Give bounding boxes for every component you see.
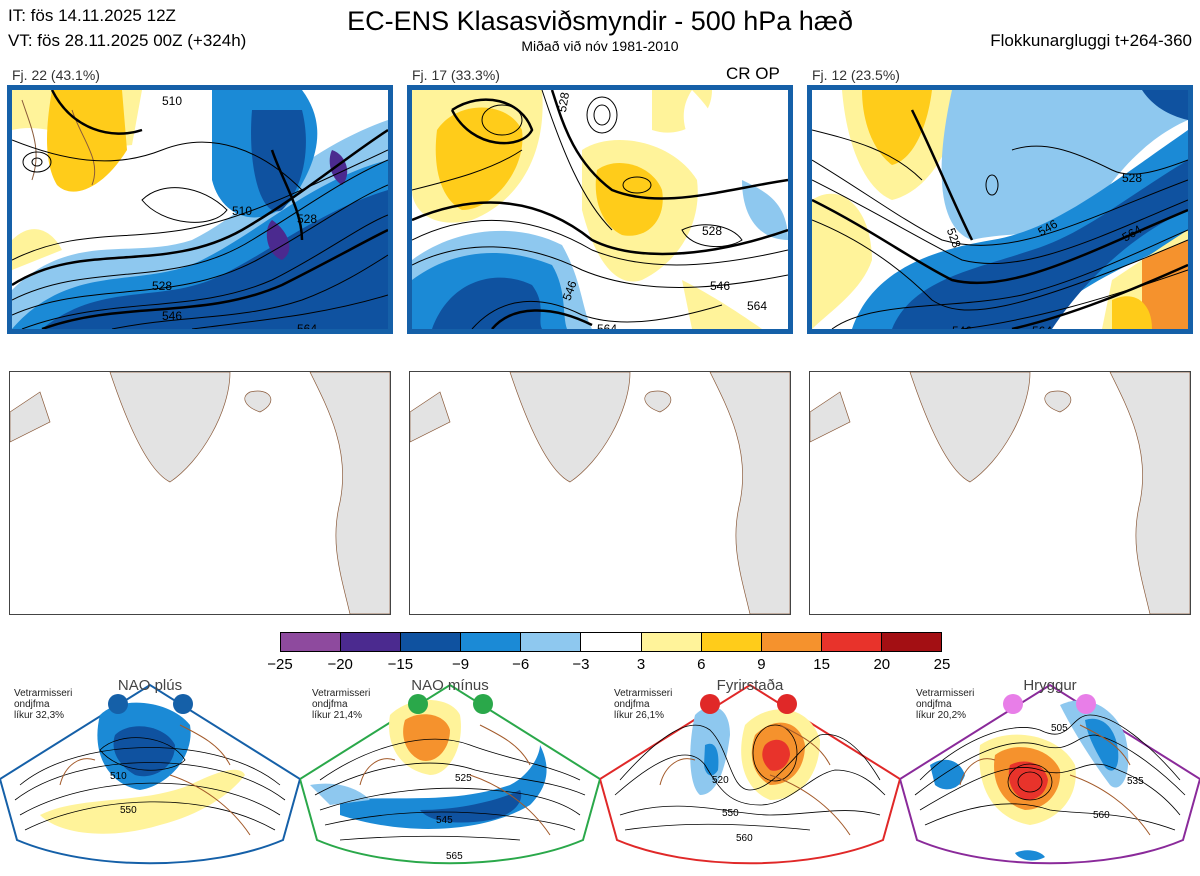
cluster-map-2: 528 546 564 546 528 564 xyxy=(407,85,793,334)
cr-op-label: CR OP xyxy=(726,64,780,83)
contour-label: 545 xyxy=(436,815,453,826)
cluster-1-label: Fj. 22 (43.1%) xyxy=(12,67,100,83)
contour-label: 505 xyxy=(1051,723,1068,734)
contour-label: 528 xyxy=(297,212,317,226)
regime-probability: Vetrarmisseri ondjfma líkur 20,2% xyxy=(916,688,975,721)
initial-time: IT: fös 14.11.2025 12Z xyxy=(8,6,176,25)
regime-nao-plus: 510 550 NAO plús Vetrarmisseri ondjfma lík… xyxy=(0,675,302,871)
colorbar-tick-label: 20 xyxy=(873,656,891,673)
cluster-window-label: Flokkunargluggi t+264-360 xyxy=(990,31,1192,50)
colorbar-tick-label: −20 xyxy=(327,656,353,673)
contour-label: 550 xyxy=(722,808,739,819)
empty-map-2 xyxy=(409,371,791,615)
colorbar-tick-label: 25 xyxy=(933,656,951,673)
colorbar-swatch xyxy=(341,633,402,651)
cluster-map-3: 528 546 564 528 546 564 xyxy=(807,85,1193,334)
colorbar-swatch xyxy=(281,633,342,651)
contour-label: 560 xyxy=(1093,810,1110,821)
colorbar-tick-label: 9 xyxy=(757,656,766,673)
valid-time: VT: fös 28.11.2025 00Z (+324h) xyxy=(8,31,247,50)
regime-nao-minus: 525 545 565 NAO mínus Vetrarmisseri ondjf… xyxy=(298,675,602,871)
contour-label: 510 xyxy=(162,94,182,108)
contour-label: 510 xyxy=(232,204,252,218)
empty-map-3 xyxy=(809,371,1191,615)
contour-label: 564 xyxy=(297,322,317,329)
contour-label: 546 xyxy=(162,309,182,323)
colorbar-swatch xyxy=(461,633,522,651)
contour-label: 564 xyxy=(597,322,617,329)
contour-label: 564 xyxy=(747,299,767,313)
contour-label: 528 xyxy=(702,224,722,238)
cluster-map-1: 510 528 546 564 510 528 xyxy=(7,85,393,334)
contour-label: 528 xyxy=(1122,171,1142,185)
contour-label: 565 xyxy=(446,851,463,862)
colorbar-swatch xyxy=(521,633,582,651)
colorbar-tick-label: 15 xyxy=(813,656,830,673)
page-title: EC-ENS Klasasviðsmyndir - 500 hPa hæð xyxy=(347,6,853,36)
regime-probability: Vetrarmisseri ondjfma líkur 21,4% xyxy=(312,688,371,721)
colorbar-swatch xyxy=(641,633,702,651)
colorbar-tick-label: 3 xyxy=(636,656,646,673)
contour-label: 510 xyxy=(110,771,127,782)
regime-fyrirstada: 520 550 560 Fyrirstaða Vetrarmisseri ondj… xyxy=(598,675,902,871)
contour-label: 520 xyxy=(712,775,729,786)
regime-title: NAO mínus xyxy=(411,677,489,694)
regime-title: NAO plús xyxy=(117,677,183,694)
colorbar-tick-label: −6 xyxy=(512,656,530,673)
colorbar-swatch xyxy=(881,633,942,651)
cluster-2-label: Fj. 17 (33.3%) xyxy=(412,67,500,83)
contour-label: 560 xyxy=(736,833,753,844)
regime-title: Hryggur xyxy=(1023,677,1077,694)
regime-hryggur: 505 535 560 Hryggur Vetrarmisseri ondjfma… xyxy=(898,675,1200,871)
contour-label: 546 xyxy=(560,279,580,303)
contour-label: 550 xyxy=(120,805,137,816)
empty-map-1 xyxy=(9,371,391,615)
colorbar-swatch xyxy=(701,633,762,651)
colorbar-tick-label: −15 xyxy=(387,656,414,673)
contour-label: 535 xyxy=(1127,776,1144,787)
colorbar-tick-label: 6 xyxy=(697,656,706,673)
contour-label: 546 xyxy=(710,279,730,293)
colorbar-tick-label: −3 xyxy=(572,656,590,673)
colorbar-tick-label: −25 xyxy=(267,656,293,673)
contour-label: 564 xyxy=(1032,324,1052,329)
colorbar-swatch xyxy=(821,633,882,651)
colorbar-tick-label: −9 xyxy=(451,656,470,673)
contour-label: 528 xyxy=(555,91,572,113)
colorbar-swatch xyxy=(761,633,822,651)
page-subtitle: Miðað við nóv 1981-2010 xyxy=(521,38,679,54)
contour-label: 546 xyxy=(952,324,972,329)
colorbar-swatch xyxy=(581,633,642,651)
colorbar xyxy=(280,632,942,652)
cluster-3-label: Fj. 12 (23.5%) xyxy=(812,67,900,83)
regime-title: Fyrirstaða xyxy=(716,677,784,694)
contour-label: 528 xyxy=(944,226,964,250)
contour-label: 525 xyxy=(455,773,472,784)
regime-probability: Vetrarmisseri ondjfma líkur 26,1% xyxy=(614,688,673,721)
contour-label: 528 xyxy=(152,279,172,293)
colorbar-swatch xyxy=(401,633,462,651)
regime-probability: Vetrarmisseri ondjfma líkur 32,3% xyxy=(14,688,73,721)
